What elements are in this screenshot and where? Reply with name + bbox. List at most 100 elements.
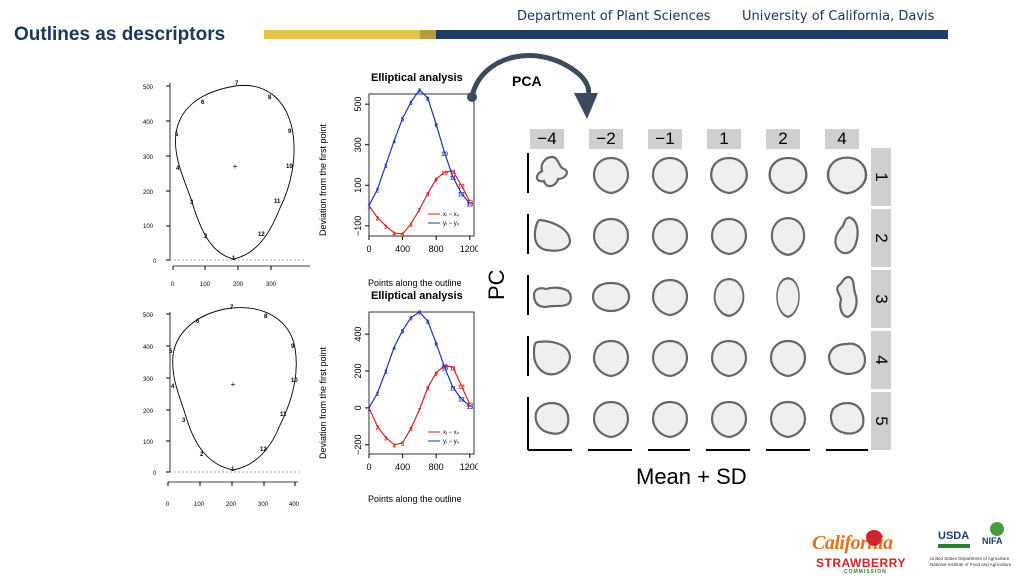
- plot-frame: [368, 93, 475, 237]
- logo-strawberry-text: STRAWBERRY: [816, 556, 906, 570]
- usda-caption-line: United States Department of Agriculture: [930, 556, 1010, 561]
- point-label: 11: [280, 412, 287, 418]
- pc-header-label: 1: [872, 172, 891, 182]
- pc-header-label: 5: [872, 416, 891, 426]
- elliptical-chart-bottom: Deviation from the first point 0 400 800 12…: [318, 311, 478, 472]
- pc-header-label: 3: [872, 294, 891, 304]
- usda-underline: [938, 544, 970, 548]
- point-label: 11: [450, 387, 457, 393]
- pca-shape: [532, 340, 572, 376]
- y-tick-label: 400: [143, 345, 154, 351]
- x-tick-label: 800: [429, 462, 444, 472]
- sd-header: −1: [648, 129, 682, 149]
- point-label: 5: [401, 442, 405, 448]
- outline-plot-bottom: 0 100 200 300 400 500 0 100 200 300 400 …: [143, 305, 300, 508]
- point-label: 8: [268, 95, 272, 101]
- point-label: 9: [435, 372, 439, 378]
- point-label: 4: [393, 346, 397, 352]
- department-name: Department of Plant Sciences: [517, 9, 711, 24]
- x-tick-label: 400: [289, 502, 300, 508]
- y-tick-label: 300: [143, 377, 154, 383]
- plot-frame: [368, 311, 475, 455]
- x-tick-label: 800: [429, 244, 444, 254]
- chart-title: Elliptical analysis: [371, 72, 463, 84]
- point-label: 3: [384, 164, 388, 170]
- sd-header: −4: [530, 129, 564, 149]
- y-tick-label: −200: [353, 435, 363, 455]
- sd-header: −2: [589, 129, 623, 149]
- y-tick-label: 300: [143, 155, 154, 161]
- y-tick-label: 100: [143, 224, 154, 230]
- point-label: 6: [201, 100, 205, 106]
- point-label: 10: [441, 152, 448, 158]
- point-label: 2: [376, 392, 380, 398]
- point-label: 6: [409, 101, 413, 107]
- point-label: 1: [231, 467, 235, 473]
- y-tick-label: 200: [353, 363, 363, 378]
- arrow-head: [574, 93, 598, 119]
- point-label: 9: [435, 178, 439, 184]
- point-label: 3: [384, 436, 388, 442]
- point-label: 13: [466, 403, 473, 409]
- point-label: 5: [401, 117, 405, 123]
- header-bar-gold: [264, 30, 420, 39]
- point-label: 7: [418, 409, 422, 415]
- point-label: 1: [367, 407, 371, 413]
- pca-shape: [591, 281, 631, 313]
- point-label: 13: [466, 203, 473, 209]
- y-tick-label: 100: [143, 440, 154, 446]
- point-label: 12: [260, 447, 267, 453]
- pca-shape: [592, 156, 630, 195]
- pca-shape: [534, 401, 570, 435]
- point-label: 8: [426, 192, 430, 198]
- pc-axis-label: PC: [484, 269, 509, 300]
- y-axis-label: Deviation from the first point: [318, 123, 328, 236]
- y-tick-label: 100: [353, 178, 363, 193]
- point-label: 7: [230, 305, 234, 311]
- point-label: 5: [401, 233, 405, 239]
- pca-shape: [713, 277, 745, 318]
- pca-shape: [651, 339, 689, 378]
- y-axis-label: Deviation from the first point: [318, 346, 328, 459]
- x-tick-label: 0: [171, 282, 175, 288]
- elliptical-chart-top: Deviation from the first point 0 400 800 12…: [318, 89, 478, 254]
- leaf-outline: [175, 84, 295, 260]
- sd-header: 4: [825, 129, 859, 149]
- point-label: 8: [426, 387, 430, 393]
- point-label: 7: [235, 81, 239, 87]
- header-bar-navy: [436, 30, 948, 39]
- point-label: 9: [291, 344, 295, 350]
- pca-shape: [769, 339, 807, 378]
- y-tick-label: 300: [353, 137, 363, 152]
- pca-shape: [651, 156, 689, 195]
- pca-shape: [592, 217, 630, 256]
- point-label: 10: [286, 164, 293, 170]
- point-label: 1: [367, 205, 371, 211]
- x-tick-label: 400: [395, 462, 410, 472]
- usda-text: USDA: [938, 530, 970, 542]
- y-tick-label: 400: [143, 120, 154, 126]
- x-tick-label: 0: [366, 244, 371, 254]
- x-tick-label: 0: [166, 502, 170, 508]
- arrow-shaft: [469, 53, 592, 98]
- point-label: 1: [232, 256, 236, 262]
- point-label: 9: [435, 123, 439, 129]
- header-bar-olive: [420, 30, 436, 39]
- point-label: 11: [274, 199, 281, 205]
- point-label: 9: [288, 129, 292, 135]
- pca-shape-grid: [527, 153, 868, 451]
- point-label: 6: [409, 223, 413, 229]
- california-strawberry-logo: California STRAWBERRY COMMISSION: [810, 530, 928, 576]
- pca-shape: [651, 400, 689, 439]
- point-label: 4: [393, 444, 397, 450]
- point-label: 3: [190, 200, 194, 206]
- usda-logo: USDA: [938, 530, 972, 552]
- point-label: 5: [169, 349, 173, 355]
- logo-commission-text: COMMISSION: [844, 569, 887, 575]
- point-label: 13: [466, 201, 473, 207]
- leaf-outline: [172, 307, 297, 471]
- x-tick-label: 1200: [460, 462, 478, 472]
- point-label: 6: [409, 427, 413, 433]
- pca-shape: [769, 400, 807, 439]
